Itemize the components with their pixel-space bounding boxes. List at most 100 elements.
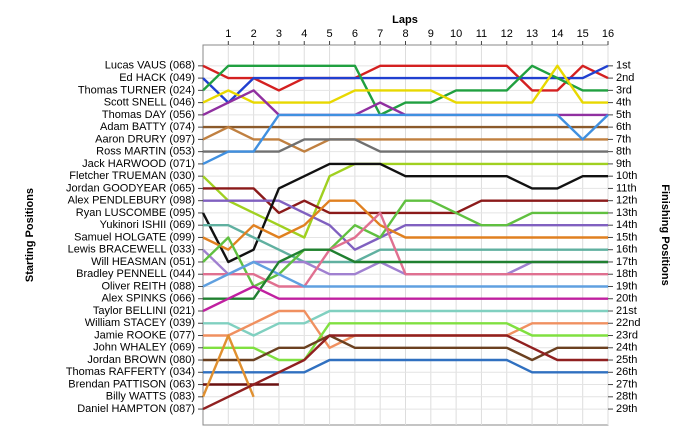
series-label: Aaron DRURY (097) (95, 133, 195, 145)
y2-tick-label: 21st (616, 305, 637, 317)
x-tick-label: 11 (476, 28, 487, 40)
series-label: Jack HARWOOD (071) (82, 158, 195, 170)
series-line (202, 285, 608, 313)
series-line (203, 322, 608, 362)
series-label: Ross MARTIN (053) (96, 146, 195, 158)
y2-tick-label: 29th (616, 403, 637, 415)
series-label: Thomas TURNER (024) (78, 84, 195, 96)
y2-tick-label: 20th (616, 293, 637, 305)
y2-tick-label: 1st (616, 60, 631, 72)
y2-tick-label: 23rd (616, 329, 638, 341)
series-label: Brendan PATTISON (063) (68, 378, 195, 390)
series-line (203, 248, 608, 300)
x-tick-label: 16 (602, 28, 614, 40)
y2-tick-label: 10th (616, 170, 637, 182)
series-line (203, 334, 608, 362)
y2-tick-label: 14th (616, 219, 637, 231)
y2-tick-label: 5th (616, 109, 631, 121)
y2-tick-label: 28th (616, 391, 637, 403)
series-line (203, 187, 608, 215)
series-line (202, 334, 608, 411)
y2-tick-label: 6th (616, 121, 631, 133)
y2-tick-label: 9th (616, 158, 631, 170)
series-label: Yukinori ISHII (069) (100, 219, 195, 231)
series-label: Jamie ROOKE (077) (94, 329, 195, 341)
series-line (202, 113, 609, 165)
x-tick-label: 5 (327, 28, 333, 40)
series-line (202, 64, 609, 104)
x-tick-label: 10 (450, 28, 462, 40)
y2-tick-label: 25th (616, 354, 637, 366)
series-line (203, 309, 608, 337)
y2-tick-label: 8th (616, 146, 631, 158)
y2-tick-label: 13th (616, 207, 637, 219)
series-label: John WHALEY (069) (93, 342, 195, 354)
series-label: William STACEY (039) (85, 317, 195, 329)
series-line (202, 64, 608, 117)
series-label: Jordan BROWN (080) (87, 354, 195, 366)
series-label: Taylor BELLINI (021) (93, 305, 195, 317)
x-tick-label: 3 (276, 28, 282, 40)
y2-tick-label: 2nd (616, 72, 634, 84)
series-line (202, 199, 608, 251)
x-tick-label: 12 (501, 28, 513, 40)
y2-tick-label: 24th (616, 342, 637, 354)
x-tick-label: 14 (551, 28, 563, 40)
series-line (201, 334, 255, 398)
series-label: Alex SPINKS (066) (101, 293, 195, 305)
series-label: Scott SNELL (046) (104, 97, 195, 109)
y2-tick-label: 7th (616, 133, 631, 145)
y2-tick-label: 11th (616, 182, 637, 194)
y-axis-title: Starting Positions (24, 188, 36, 282)
y2-tick-label: 4th (616, 97, 631, 109)
series-label: Ryan LUSCOMBE (095) (76, 207, 195, 219)
series-line (202, 260, 608, 288)
y2-axis-title: Finishing Positions (659, 184, 671, 285)
y2-tick-label: 22nd (616, 317, 640, 329)
y2-tick-label: 17th (616, 256, 637, 268)
x-tick-label: 9 (428, 28, 434, 40)
series-line (202, 199, 608, 288)
series-label: Daniel HAMPTON (087) (77, 403, 195, 415)
series-label: Thomas RAFFERTY (034) (66, 366, 195, 378)
series-line (203, 211, 608, 288)
y2-tick-label: 12th (616, 195, 637, 207)
x-tick-label: 7 (377, 28, 383, 40)
series-label: Thomas DAY (056) (102, 109, 195, 121)
series-line (202, 64, 608, 104)
series-line (203, 138, 608, 153)
series-line (203, 224, 608, 264)
y2-tick-label: 19th (616, 280, 637, 292)
series-line (202, 162, 608, 239)
y2-tick-label: 26th (616, 366, 637, 378)
x-tick-label: 2 (251, 28, 257, 40)
y2-tick-label: 18th (616, 268, 637, 280)
series-label: Bradley PENNELL (044) (76, 268, 195, 280)
y2-tick-label: 27th (616, 378, 637, 390)
series-line (201, 162, 608, 264)
series-label: Alex PENDLEBURY (098) (68, 195, 195, 207)
series-label: Samuel HOLGATE (099) (74, 231, 195, 243)
series-label: Adam BATTY (074) (100, 121, 195, 133)
series-label: Billy WATTS (083) (106, 391, 195, 403)
series-label: Lewis BRACEWELL (033) (68, 244, 195, 256)
series-label: Jordan GOODYEAR (065) (66, 182, 195, 194)
series-label: Lucas VAUS (068) (105, 60, 195, 72)
x-tick-label: 1 (225, 28, 231, 40)
y2-tick-label: 15th (616, 231, 637, 243)
x-tick-label: 13 (526, 28, 538, 40)
x-axis-title: Laps (392, 14, 418, 26)
x-tick-label: 6 (352, 28, 358, 40)
y2-tick-label: 3rd (616, 84, 632, 96)
y2-tick-label: 16th (616, 244, 637, 256)
series-label: Ed HACK (049) (119, 72, 195, 84)
series-label: Oliver REITH (088) (101, 280, 195, 292)
series-line (202, 125, 608, 153)
x-tick-label: 15 (577, 28, 589, 40)
x-tick-label: 4 (301, 28, 307, 40)
series-line (203, 358, 608, 374)
x-tick-label: 8 (402, 28, 408, 40)
series-label: Fletcher TRUEMAN (030) (69, 170, 195, 182)
series-line (203, 199, 608, 251)
